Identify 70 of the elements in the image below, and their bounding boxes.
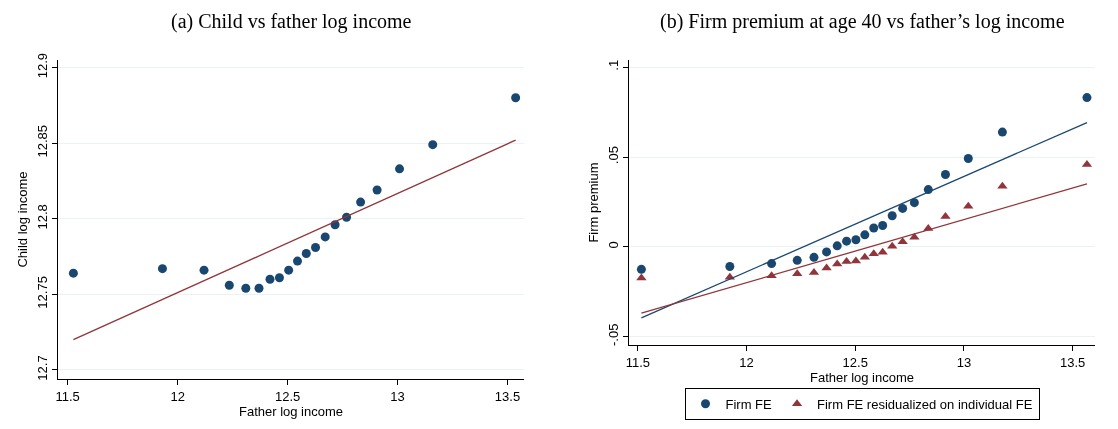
point [68,268,78,278]
point [792,255,802,265]
y-tick-label: -.05 [605,323,621,346]
point [877,247,888,255]
x-tick-label: 12.5 [842,354,868,370]
point [821,263,832,271]
point [265,274,275,284]
point [851,235,861,245]
point [842,236,852,246]
y-tick-label: 12.9 [34,52,50,79]
point [241,283,251,293]
point [841,256,852,264]
x-tick-label: 13 [956,354,972,370]
point [897,237,908,245]
x-tick-label: 13.5 [1059,354,1086,370]
x-tick-label: 12 [739,354,754,370]
x-axis-title: Father log income [238,403,344,419]
legend-label: Firm FE [725,396,773,412]
y-tick-label: 12.7 [34,355,50,381]
point [224,280,234,290]
point [909,198,919,208]
point [311,242,321,252]
point [878,221,888,230]
point [832,241,842,251]
point [860,230,870,240]
chart-title: (a) Child vs father log income [171,10,412,33]
y-axis-title: Firm premium [585,162,601,243]
point [511,93,521,103]
y-tick-label: 12.85 [34,124,50,158]
point [963,153,973,163]
point [898,203,908,213]
y-tick-label: 12.8 [34,204,50,230]
point [963,201,974,209]
x-tick-label: 12.5 [274,388,301,404]
chart-title: (b) Firm premium at age 40 vs father’s log income [660,10,1065,33]
point [292,256,302,266]
x-tick-label: 11.5 [625,354,651,370]
point [940,169,950,179]
point [320,232,330,242]
point [725,261,735,271]
y-axis-title: Child log income [14,171,30,268]
point [157,264,167,274]
legend-label: Firm FE residualized on individual FE [817,396,1033,412]
x-tick-label: 13.5 [494,388,521,404]
point [636,264,646,274]
point [822,247,832,257]
point [372,185,382,195]
point [997,181,1008,189]
point [274,273,284,283]
point [809,252,819,262]
point [356,197,366,207]
point [428,140,438,150]
y-tick-label: 0 [605,241,621,249]
point [254,283,264,293]
point [832,259,843,267]
x-tick-label: 11.5 [55,388,80,404]
y-tick-label: .05 [605,146,621,165]
point [887,211,897,221]
y-tick-label: 12.75 [34,276,50,309]
x-tick-label: 12 [170,388,185,404]
y-tick-label: .1 [605,59,621,71]
x-axis-title: Father log income [809,369,915,385]
point [284,265,294,275]
x-tick-label: 13 [390,388,405,404]
point [301,249,311,259]
point [199,265,209,275]
point [997,127,1007,137]
point [1082,93,1092,103]
point [869,223,879,233]
point [395,164,405,174]
